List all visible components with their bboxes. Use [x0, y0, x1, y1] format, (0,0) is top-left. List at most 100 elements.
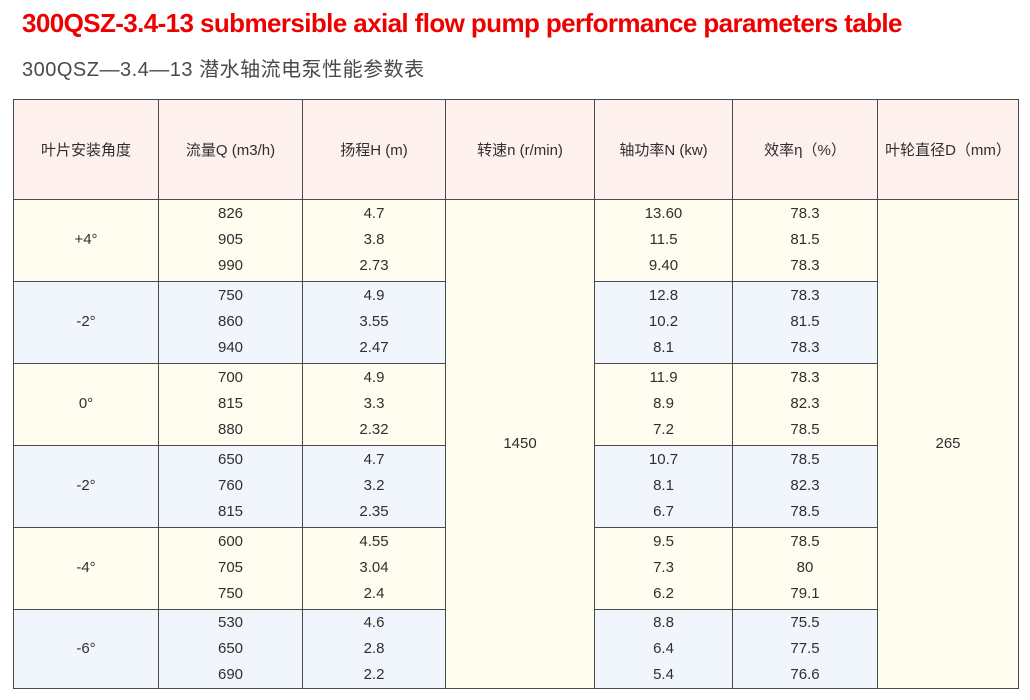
cell-value: 6.7	[653, 503, 674, 521]
cell-value: 600	[217, 533, 244, 551]
flow-cell: 530 650 690	[158, 608, 303, 689]
angle-cell: -4°	[13, 526, 159, 610]
flow-cell: 826 905 990	[158, 198, 303, 282]
column-header: 效率η（%）	[732, 98, 878, 200]
column-header: 扬程H (m)	[302, 98, 446, 200]
cell-value: 705	[217, 559, 244, 577]
cell-value: 78.5	[790, 421, 820, 439]
column-header: 转速n (r/min)	[445, 98, 595, 200]
efficiency-cell: 78.3 82.3 78.5	[732, 362, 878, 446]
cell-value: 78.3	[790, 287, 820, 305]
cell-value: 4.6	[363, 613, 385, 631]
cell-value: 13.60	[644, 205, 683, 223]
head-cell: 4.7 3.2 2.35	[302, 444, 446, 528]
cell-value: 4.55	[359, 533, 389, 551]
head-cell: 4.9 3.55 2.47	[302, 280, 446, 364]
angle-cell: +4°	[13, 198, 159, 282]
cell-value: 3.3	[363, 395, 385, 413]
cell-value: -6°	[76, 639, 96, 657]
efficiency-cell: 75.5 77.5 76.6	[732, 608, 878, 689]
power-cell: 12.8 10.2 8.1	[594, 280, 733, 364]
cell-value: 2.2	[363, 665, 385, 683]
cell-value: 82.3	[790, 477, 820, 495]
cell-value: 12.8	[648, 287, 679, 305]
cell-value: 2.32	[359, 421, 389, 439]
cell-value: 8.9	[653, 395, 674, 413]
cell-value: 650	[217, 451, 244, 469]
cell-value: -2°	[76, 477, 96, 495]
head-cell: 4.9 3.3 2.32	[302, 362, 446, 446]
cell-value: 78.3	[790, 339, 820, 357]
cell-value: 75.5	[790, 613, 820, 631]
efficiency-cell: 78.3 81.5 78.3	[732, 198, 878, 282]
diameter-cell: 265	[877, 198, 1019, 689]
column-header: 叶轮直径D（mm）	[877, 98, 1019, 200]
cell-value: 815	[217, 395, 244, 413]
cell-value: 990	[217, 257, 244, 275]
power-cell: 8.8 6.4 5.4	[594, 608, 733, 689]
table-header-row: 叶片安装角度 流量Q (m3/h) 扬程H (m) 转速n (r/min) 轴功率N (…	[13, 98, 1019, 200]
cell-value: 10.2	[648, 313, 679, 331]
cell-value: 2.4	[363, 585, 385, 603]
head-cell: 4.6 2.8 2.2	[302, 608, 446, 689]
cell-value: 750	[217, 585, 244, 603]
cell-value: +4°	[74, 231, 98, 249]
table-row: +4° 826 905 990 4.7 3.8 2.73 1450 13.60 11.5 9.40 7…	[13, 198, 1019, 689]
cell-value: 8.1	[653, 339, 674, 357]
cell-value: 6.2	[653, 585, 674, 603]
cell-value: 815	[217, 503, 244, 521]
power-cell: 10.7 8.1 6.7	[594, 444, 733, 528]
cell-value: 8.1	[653, 477, 674, 495]
cell-value: 78.3	[790, 257, 820, 275]
cell-value: 6.4	[653, 639, 674, 657]
flow-cell: 700 815 880	[158, 362, 303, 446]
power-cell: 9.5 7.3 6.2	[594, 526, 733, 610]
cell-value: 9.5	[653, 533, 674, 551]
efficiency-cell: 78.3 81.5 78.3	[732, 280, 878, 364]
table-row: -2° 750 860 940 4.9 3.55 2.47 12.8 10.2 8.1 78.3 81…	[13, 280, 1019, 364]
cell-value: 700	[217, 369, 244, 387]
cell-value: 860	[217, 313, 244, 331]
cell-value: -2°	[76, 313, 96, 331]
cell-value: 10.7	[648, 451, 679, 469]
power-cell: 11.9 8.9 7.2	[594, 362, 733, 446]
angle-cell: -6°	[13, 608, 159, 689]
cell-value: 11.5	[649, 231, 678, 249]
cell-value: 905	[217, 231, 244, 249]
column-header: 叶片安装角度	[13, 98, 159, 200]
cell-value: 81.5	[790, 231, 820, 249]
page-title: 300QSZ-3.4-13 submersible axial flow pum…	[22, 8, 903, 38]
column-header: 轴功率N (kw)	[594, 98, 733, 200]
cell-value: 760	[217, 477, 244, 495]
cell-value: 4.9	[363, 287, 385, 305]
cell-value: 76.6	[790, 665, 820, 683]
cell-value: 78.3	[790, 369, 820, 387]
cell-value: 826	[217, 205, 244, 223]
angle-cell: 0°	[13, 362, 159, 446]
angle-cell: -2°	[13, 444, 159, 528]
cell-value: 0°	[78, 395, 94, 413]
cell-value: 8.8	[653, 613, 674, 631]
cell-value: 78.5	[790, 503, 820, 521]
flow-cell: 750 860 940	[158, 280, 303, 364]
cell-value: 650	[217, 639, 244, 657]
head-cell: 4.55 3.04 2.4	[302, 526, 446, 610]
cell-value: 80	[796, 559, 814, 577]
cell-value: 3.55	[359, 313, 389, 331]
efficiency-cell: 78.5 82.3 78.5	[732, 444, 878, 528]
cell-value: 940	[217, 339, 244, 357]
table-row: -6° 530 650 690 4.6 2.8 2.2 8.8 6.4 5.4 75.5 77.5 76…	[13, 608, 1019, 689]
cell-value: 2.73	[359, 257, 389, 275]
cell-value: 81.5	[790, 313, 820, 331]
cell-value: 2.47	[359, 339, 389, 357]
cell-value: 3.04	[359, 559, 389, 577]
cell-value: 5.4	[653, 665, 674, 683]
power-cell: 13.60 11.5 9.40	[594, 198, 733, 282]
cell-value: 11.9	[649, 369, 678, 387]
cell-value: 530	[217, 613, 244, 631]
cell-value: 79.1	[790, 585, 820, 603]
cell-value: -4°	[76, 559, 96, 577]
speed-cell: 1450	[445, 198, 595, 689]
cell-value: 3.8	[363, 231, 385, 249]
